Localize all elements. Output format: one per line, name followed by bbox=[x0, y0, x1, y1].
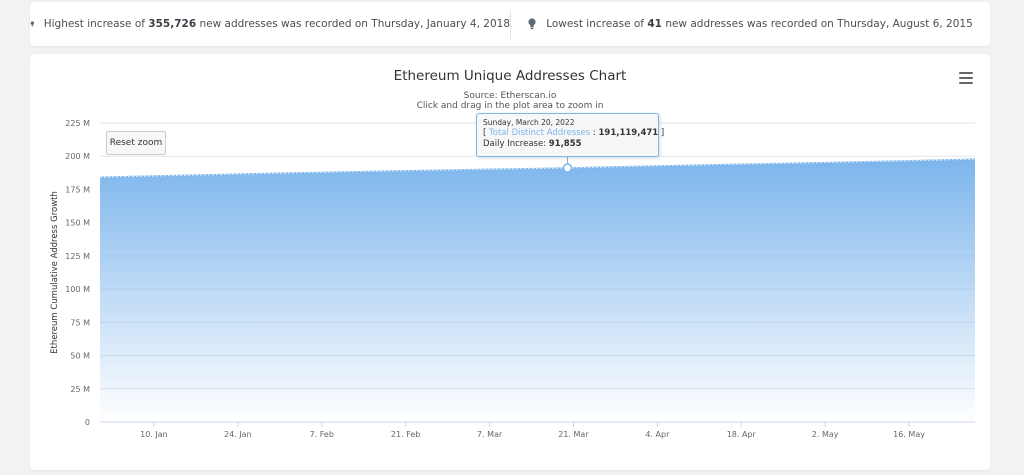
highest-suffix: new addresses was recorded on Thursday, … bbox=[199, 18, 510, 30]
tooltip-increase-label: Daily Increase: bbox=[483, 139, 547, 149]
x-tick-label: 18. Apr bbox=[727, 430, 757, 439]
chart-subtitle-source: Source: Etherscan.io bbox=[463, 91, 557, 101]
x-tick-label: 7. Mar bbox=[477, 430, 503, 439]
chart-subtitle-zoom-hint: Click and drag in the plot area to zoom … bbox=[416, 101, 604, 111]
tooltip-increase-value: 91,855 bbox=[548, 139, 582, 149]
tooltip-date: Sunday, March 20, 2022 bbox=[483, 118, 575, 127]
reset-zoom-button[interactable]: Reset zoom bbox=[106, 131, 166, 155]
x-tick-label: 16. May bbox=[893, 430, 925, 439]
y-axis-title: Ethereum Cumulative Address Growth bbox=[50, 191, 60, 354]
y-tick-label: 225 M bbox=[65, 119, 90, 128]
hamburger-menu-icon[interactable] bbox=[959, 72, 973, 84]
chart-card: Ethereum Unique Addresses Chart Source: … bbox=[30, 54, 990, 470]
lowest-prefix: Lowest increase of bbox=[546, 18, 644, 30]
y-tick-label: 200 M bbox=[65, 152, 90, 161]
y-tick-label: 0 bbox=[85, 418, 90, 427]
series-line-dash bbox=[99, 158, 976, 178]
chart-title: Ethereum Unique Addresses Chart bbox=[393, 68, 627, 84]
stats-divider bbox=[510, 10, 511, 40]
y-tick-label: 100 M bbox=[65, 285, 90, 294]
lightbulb-icon bbox=[30, 21, 35, 27]
lowest-increase-stat: Lowest increase of 41 new addresses was … bbox=[510, 2, 990, 46]
x-tick-label: 21. Mar bbox=[558, 430, 589, 439]
lowest-value: 41 bbox=[647, 18, 662, 30]
y-tick-label: 50 M bbox=[70, 352, 90, 361]
y-tick-label: 75 M bbox=[70, 318, 90, 327]
x-tick-label: 21. Feb bbox=[391, 430, 420, 439]
x-tick-label: 4. Apr bbox=[645, 430, 670, 439]
y-tick-label: 25 M bbox=[70, 385, 90, 394]
x-tick-label: 2. May bbox=[812, 430, 839, 439]
x-tick-label: 7. Feb bbox=[310, 430, 334, 439]
chart-plot[interactable]: 0 25 M 50 M 75 M 100 M 125 M 150 M 175 M 200 M 22… bbox=[30, 54, 990, 470]
highest-prefix: Highest increase of bbox=[43, 18, 145, 30]
hover-point-marker[interactable] bbox=[562, 163, 573, 173]
x-tick-label: 24. Jan bbox=[224, 430, 252, 439]
tooltip-series-value: 191,119,471 bbox=[598, 128, 659, 138]
x-tick-label: 10. Jan bbox=[140, 430, 168, 439]
y-tick-label: 175 M bbox=[65, 185, 90, 194]
chart-tooltip: Sunday, March 20, 2022 [ Total Distinct … bbox=[476, 113, 664, 157]
series-area bbox=[100, 159, 975, 422]
tooltip-series-label: Total Distinct Addresses bbox=[489, 128, 591, 138]
highest-increase-stat: Highest increase of 355,726 new addresse… bbox=[30, 2, 510, 46]
stats-banner: Highest increase of 355,726 new addresse… bbox=[30, 2, 990, 46]
lightbulb-icon bbox=[528, 18, 536, 30]
lowest-suffix: new addresses was recorded on Thursday, … bbox=[665, 18, 973, 30]
y-tick-label: 125 M bbox=[65, 252, 90, 261]
highest-value: 355,726 bbox=[148, 18, 197, 30]
y-tick-label: 150 M bbox=[65, 219, 90, 228]
